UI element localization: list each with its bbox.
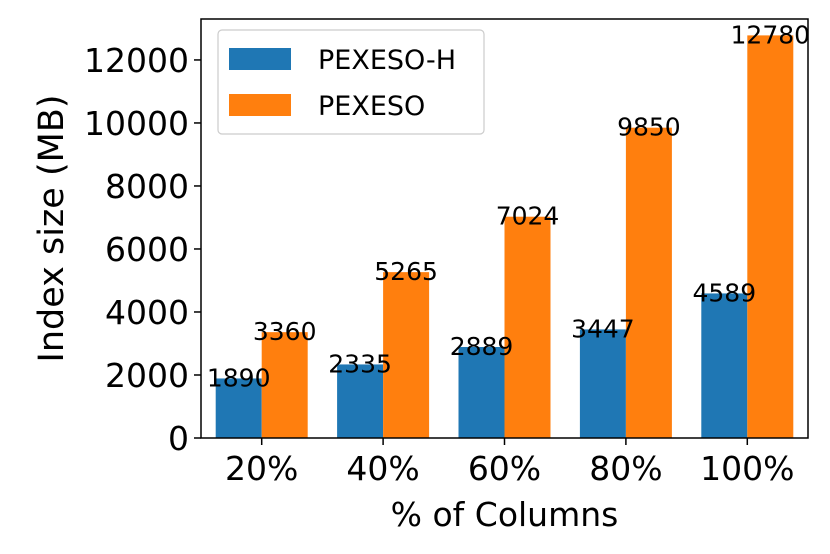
x-tick-label: 40% bbox=[346, 449, 419, 488]
y-tick-label: 8000 bbox=[105, 167, 189, 206]
y-tick-label: 0 bbox=[168, 419, 189, 458]
data-labels-group: 1890 3360 2335 5265 2889 7024 3447 9850 4589 1278… bbox=[207, 20, 810, 392]
data-label-pexeso-h-20pct: 1890 bbox=[207, 363, 271, 392]
x-tick-label: 60% bbox=[468, 449, 541, 488]
bar-pexeso-80pct bbox=[625, 127, 672, 438]
bar-pexeso-h-80pct bbox=[579, 329, 626, 438]
x-axis: 20% 40% 60% 80% 100% bbox=[225, 438, 794, 488]
bar-pexeso-h-40pct bbox=[337, 364, 384, 438]
y-tick-label: 6000 bbox=[105, 230, 189, 269]
x-tick-label: 20% bbox=[225, 449, 298, 488]
legend-label-pexeso: PEXESO bbox=[318, 91, 425, 122]
x-axis-title: % of Columns bbox=[391, 495, 619, 534]
legend-swatch-pexeso bbox=[229, 94, 291, 116]
x-tick-label: 80% bbox=[589, 449, 662, 488]
data-label-pexeso-60pct: 7024 bbox=[496, 202, 560, 231]
y-axis: 0 2000 4000 6000 8000 10000 12000 bbox=[84, 41, 201, 458]
bar-pexeso-20pct bbox=[261, 332, 308, 438]
data-label-pexeso-h-60pct: 2889 bbox=[450, 332, 514, 361]
data-label-pexeso-h-80pct: 3447 bbox=[571, 314, 635, 343]
data-label-pexeso-80pct: 9850 bbox=[617, 113, 681, 142]
bar-pexeso-h-100pct bbox=[701, 293, 748, 438]
data-label-pexeso-h-40pct: 2335 bbox=[328, 349, 392, 378]
y-tick-label: 2000 bbox=[105, 356, 189, 395]
bar-pexeso-h-20pct bbox=[215, 378, 262, 438]
bar-pexeso-40pct bbox=[383, 272, 430, 438]
data-label-pexeso-h-100pct: 4589 bbox=[692, 278, 756, 307]
y-tick-label: 4000 bbox=[105, 293, 189, 332]
bar-pexeso-h-60pct bbox=[458, 346, 505, 438]
bars-group bbox=[215, 35, 794, 438]
y-tick-label: 10000 bbox=[84, 104, 189, 143]
plot-area: 1890 3360 2335 5265 2889 7024 3447 9850 4589 1278… bbox=[200, 18, 810, 439]
x-tick-label: 100% bbox=[700, 449, 794, 488]
bar-pexeso-100pct bbox=[747, 35, 794, 438]
legend: PEXESO-H PEXESO bbox=[217, 29, 485, 135]
bar-pexeso-60pct bbox=[504, 216, 551, 438]
y-tick-label: 12000 bbox=[84, 41, 189, 80]
legend-label-pexeso-h: PEXESO-H bbox=[318, 45, 456, 76]
data-label-pexeso-40pct: 5265 bbox=[374, 257, 438, 286]
legend-swatch-pexeso-h bbox=[229, 48, 291, 70]
data-label-pexeso-100pct: 12780 bbox=[731, 20, 811, 49]
y-axis-title: Index size (MB) bbox=[32, 95, 72, 363]
data-label-pexeso-20pct: 3360 bbox=[253, 317, 317, 346]
